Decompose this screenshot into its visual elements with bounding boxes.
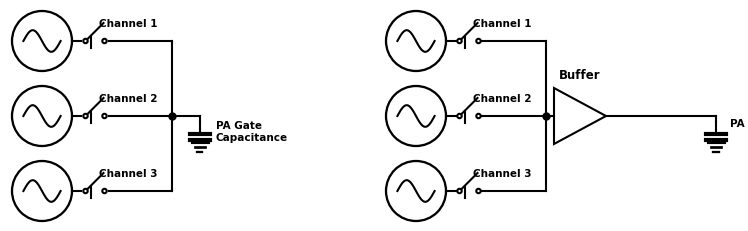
Text: Channel 1: Channel 1 <box>99 19 158 29</box>
Circle shape <box>476 114 481 118</box>
Text: Channel 3: Channel 3 <box>473 169 532 179</box>
Text: Channel 2: Channel 2 <box>473 94 532 104</box>
Circle shape <box>83 189 88 193</box>
Circle shape <box>476 189 481 193</box>
Circle shape <box>457 189 462 193</box>
Circle shape <box>83 114 88 118</box>
Circle shape <box>102 189 107 193</box>
Circle shape <box>83 39 88 43</box>
Text: Channel 3: Channel 3 <box>99 169 158 179</box>
Circle shape <box>457 39 462 43</box>
Text: Channel 1: Channel 1 <box>473 19 532 29</box>
Text: PA Gate
Capacitance: PA Gate Capacitance <box>216 121 288 143</box>
Text: Buffer: Buffer <box>560 69 601 82</box>
Circle shape <box>102 39 107 43</box>
Circle shape <box>476 39 481 43</box>
Text: PA: PA <box>730 119 744 129</box>
Circle shape <box>102 114 107 118</box>
Circle shape <box>457 114 462 118</box>
Text: Channel 2: Channel 2 <box>99 94 158 104</box>
